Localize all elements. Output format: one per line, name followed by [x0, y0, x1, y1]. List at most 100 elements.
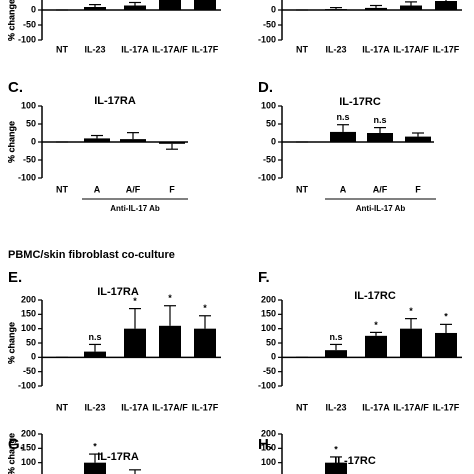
- x-tick-label: IL-17A: [121, 44, 149, 54]
- y-axis-label: % change: [6, 0, 16, 41]
- panel-label: C.: [8, 79, 23, 96]
- y-tick-label: 150: [21, 309, 36, 319]
- significance-label: *: [409, 306, 413, 316]
- significance-label: *: [203, 303, 207, 313]
- bar: [159, 325, 181, 358]
- y-axis-label: % change: [6, 433, 16, 474]
- bar: [84, 462, 106, 474]
- y-tick-label: 200: [21, 294, 36, 304]
- x-tick-label: IL-17A/F: [393, 402, 429, 412]
- y-tick-label: -100: [18, 34, 36, 44]
- bar: [159, 0, 181, 10]
- y-tick-label: 100: [261, 457, 276, 467]
- y-tick-label: 0: [271, 352, 276, 362]
- y-tick-label: 100: [261, 100, 276, 110]
- x-axis-label: Anti-IL-17 Ab: [110, 204, 160, 213]
- panel-label: D.: [258, 79, 273, 96]
- bar: [435, 332, 457, 358]
- significance-label: *: [168, 293, 172, 303]
- panel-title: IL-17RC: [339, 96, 381, 108]
- y-tick-label: 0: [271, 4, 276, 14]
- panel-title: IL-17RA: [97, 286, 139, 298]
- y-tick-label: 0: [31, 136, 36, 146]
- significance-label: n.s: [329, 332, 342, 342]
- y-tick-label: -50: [263, 19, 276, 29]
- y-axis-label: % change: [6, 433, 16, 474]
- x-tick-label: IL-17A/F: [152, 402, 188, 412]
- bar: [400, 328, 422, 358]
- x-tick-label: IL-17A/F: [152, 44, 188, 54]
- x-tick-label: A: [340, 184, 347, 194]
- x-tick-label: IL-17F: [433, 402, 460, 412]
- significance-label: *: [133, 296, 137, 306]
- bar: [84, 351, 106, 358]
- panel-label: F.: [258, 269, 270, 286]
- bar: [194, 0, 216, 10]
- significance-label: *: [93, 441, 97, 451]
- bar: [124, 5, 146, 10]
- y-axis-label: % change: [6, 0, 16, 41]
- y-tick-label: 50: [26, 337, 36, 347]
- y-tick-label: -50: [23, 19, 36, 29]
- bar: [365, 335, 387, 358]
- y-tick-label: 100: [21, 457, 36, 467]
- x-tick-label: IL-23: [84, 44, 105, 54]
- y-tick-label: 200: [21, 428, 36, 438]
- y-tick-label: -100: [258, 34, 276, 44]
- x-tick-label: A/F: [126, 184, 141, 194]
- significance-label: n.s: [336, 112, 349, 122]
- panel-label: H.: [258, 436, 273, 453]
- significance-label: *: [374, 320, 378, 330]
- x-tick-label: IL-17F: [192, 44, 219, 54]
- x-tick-label: IL-17A/F: [393, 44, 429, 54]
- x-tick-label: A/F: [373, 184, 388, 194]
- x-tick-label: IL-23: [84, 402, 105, 412]
- x-axis-label: Anti-IL-17 Ab: [356, 204, 406, 213]
- y-tick-label: -50: [263, 366, 276, 376]
- y-tick-label: 150: [21, 443, 36, 453]
- x-tick-label: IL-17A: [121, 402, 149, 412]
- y-tick-label: 50: [266, 337, 276, 347]
- panel-label: E.: [8, 269, 22, 286]
- x-tick-label: NT: [56, 402, 68, 412]
- y-tick-label: 100: [261, 323, 276, 333]
- x-tick-label: IL-17A: [362, 44, 390, 54]
- x-tick-label: NT: [296, 44, 308, 54]
- x-tick-label: IL-23: [325, 44, 346, 54]
- y-axis-label: % change: [6, 322, 16, 364]
- y-tick-label: -100: [258, 172, 276, 182]
- x-tick-label: A: [94, 184, 101, 194]
- section-title: PBMC/skin fibroblast co-culture: [8, 249, 175, 261]
- y-tick-label: -100: [18, 172, 36, 182]
- bar: [159, 142, 185, 144]
- bar: [325, 9, 347, 10]
- x-tick-label: NT: [56, 184, 68, 194]
- y-tick-label: 100: [21, 323, 36, 333]
- significance-label: n.s: [88, 332, 101, 342]
- y-tick-label: 200: [261, 294, 276, 304]
- y-tick-label: -100: [258, 380, 276, 390]
- significance-label: *: [444, 312, 448, 322]
- x-tick-label: IL-17F: [433, 44, 460, 54]
- y-tick-label: -50: [23, 154, 36, 164]
- bar: [330, 131, 356, 142]
- bar: [405, 136, 431, 142]
- x-tick-label: F: [415, 184, 421, 194]
- y-tick-label: 0: [271, 136, 276, 146]
- y-tick-label: 50: [26, 118, 36, 128]
- bar: [365, 7, 387, 10]
- bar: [84, 138, 110, 142]
- bar: [325, 462, 347, 474]
- panel-title: IL-17RC: [354, 290, 396, 302]
- significance-label: *: [334, 444, 338, 454]
- x-tick-label: IL-17F: [192, 402, 219, 412]
- significance-label: n.s: [373, 115, 386, 125]
- x-tick-label: IL-23: [325, 402, 346, 412]
- bar: [400, 5, 422, 10]
- panel-title: IL-17RA: [97, 451, 139, 463]
- y-tick-label: 150: [261, 309, 276, 319]
- panel-label: G.: [8, 436, 24, 453]
- bar: [194, 328, 216, 358]
- x-tick-label: IL-17A: [362, 402, 390, 412]
